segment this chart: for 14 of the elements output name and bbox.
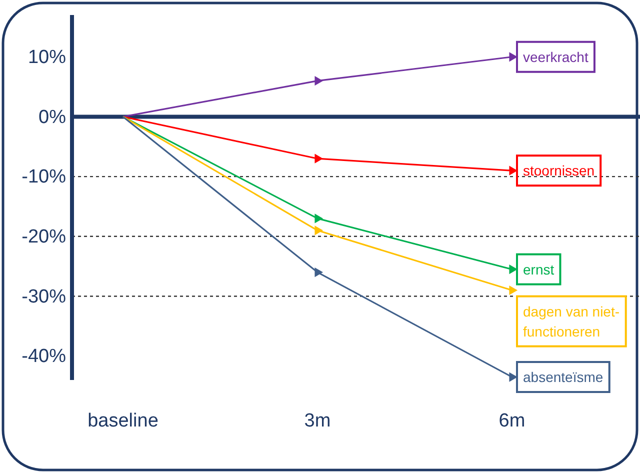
series-label: absenteïsme [523, 369, 604, 386]
x-tick-label: 6m [498, 410, 526, 432]
y-tick-label: -10% [22, 166, 66, 188]
y-tick-label: -40% [22, 346, 66, 368]
y-tick-label: 0% [38, 106, 66, 128]
y-tick-label: -30% [22, 286, 66, 308]
series-label: dagen van niet-functioneren [523, 303, 620, 340]
y-tick-label: -20% [22, 226, 66, 248]
x-tick-label: 3m [304, 410, 331, 432]
y-tick-label: 10% [28, 46, 66, 68]
series-label: stoornissen [523, 162, 595, 179]
series-label: veerkracht [523, 48, 588, 65]
x-tick-label: baseline [88, 410, 158, 432]
series-label: ernst [523, 261, 554, 278]
